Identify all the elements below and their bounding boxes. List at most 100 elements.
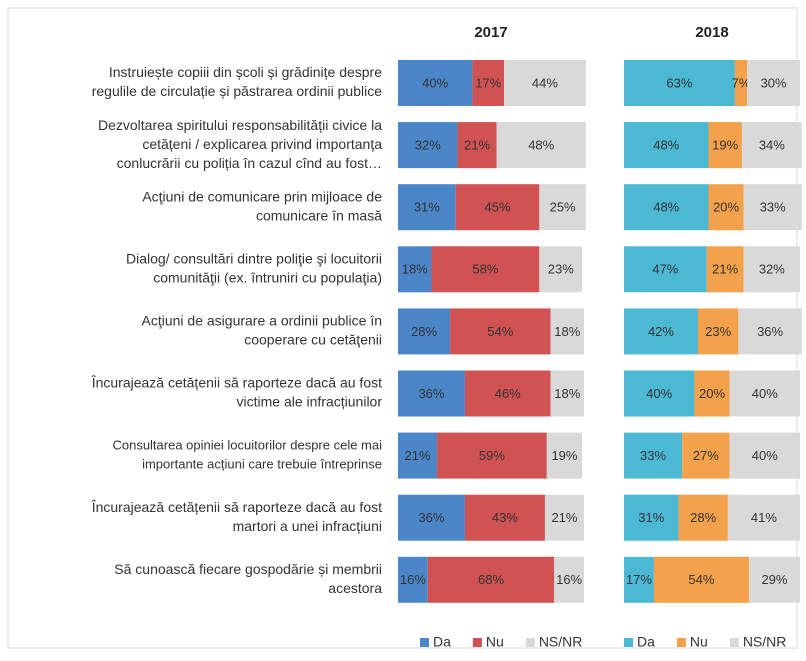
panel-title: 2017 xyxy=(474,24,507,41)
category-label: regulile de circulație și păstrarea ordi… xyxy=(92,83,382,99)
category-label: Acţiuni de asigurare a ordinii publice î… xyxy=(142,313,382,329)
bar-segment xyxy=(398,246,432,293)
value-label: 27% xyxy=(693,448,719,463)
category-label: Încurajează cetățenii să raporteze dacă … xyxy=(91,375,382,391)
bar-segment xyxy=(504,60,586,106)
category-label: acestora xyxy=(328,580,382,596)
bar-segment xyxy=(398,556,428,603)
value-label: 59% xyxy=(479,448,505,463)
bar-segment xyxy=(694,370,730,417)
bar-segment xyxy=(748,556,800,603)
bar-segment xyxy=(624,60,735,106)
bar-segment xyxy=(624,246,707,293)
value-label: 19% xyxy=(551,448,577,463)
legend-swatch xyxy=(525,638,535,647)
value-label: 32% xyxy=(759,262,785,277)
value-label: 36% xyxy=(418,386,444,401)
category-label: Să cunoască fiecare gospodărie și membri… xyxy=(114,561,382,577)
bar-segment xyxy=(437,432,547,479)
bar-segment xyxy=(706,246,744,293)
value-label: 40% xyxy=(646,386,672,401)
value-label: 46% xyxy=(495,386,521,401)
bar-segment xyxy=(431,246,540,293)
value-label: 29% xyxy=(761,572,787,587)
category-label: conlucrării cu poliția în cazul cînd au … xyxy=(117,155,382,171)
legend-label: Nu xyxy=(690,634,708,650)
value-label: 42% xyxy=(648,324,674,339)
value-label: 31% xyxy=(638,510,664,525)
value-label: 44% xyxy=(532,75,558,90)
value-label: 54% xyxy=(487,324,513,339)
value-label: 16% xyxy=(400,572,426,587)
legend-swatch xyxy=(420,638,429,647)
value-label: 23% xyxy=(705,324,731,339)
value-label: 40% xyxy=(752,386,778,401)
legend-swatch xyxy=(676,638,686,647)
bar-segment xyxy=(450,308,551,355)
panel-title: 2018 xyxy=(695,24,728,41)
value-label: 18% xyxy=(402,262,428,277)
bar-segment xyxy=(708,122,742,169)
bar-segment xyxy=(727,494,800,541)
legend-label: Da xyxy=(433,634,451,650)
bar-segment xyxy=(398,494,465,541)
value-label: 20% xyxy=(699,386,725,401)
category-label: cooperare cu cetăţenii xyxy=(244,332,382,348)
legend-label: Nu xyxy=(486,634,504,650)
value-label: 18% xyxy=(554,386,580,401)
value-label: 19% xyxy=(712,138,738,153)
category-label: importante acțiuni care trebuie întrepri… xyxy=(142,457,382,472)
bar-segment xyxy=(398,60,473,106)
value-label: 54% xyxy=(688,572,714,587)
category-label: Acţiuni de comunicare prin mijloace de xyxy=(142,188,382,204)
bar-segment xyxy=(747,60,800,106)
value-label: 21% xyxy=(712,262,738,277)
bar-segment xyxy=(734,60,748,106)
value-label: 31% xyxy=(414,200,440,215)
bar-segment xyxy=(729,432,800,479)
value-label: 17% xyxy=(475,75,501,90)
legend-swatch xyxy=(624,638,633,647)
bar-segment xyxy=(624,556,654,603)
value-label: 20% xyxy=(713,200,739,215)
bar-segment xyxy=(457,122,497,169)
category-label: comunicare în masă xyxy=(256,207,382,223)
value-label: 18% xyxy=(554,324,580,339)
legend-swatch xyxy=(472,638,482,647)
bar-segment xyxy=(427,556,555,603)
value-label: 28% xyxy=(690,510,716,525)
bar-segment xyxy=(678,494,728,541)
bar-segment xyxy=(455,184,540,231)
bar-segment xyxy=(398,370,465,417)
value-label: 23% xyxy=(548,262,574,277)
bar-segment xyxy=(398,184,456,231)
bar-segment xyxy=(697,308,739,355)
legend-label: NS/NR xyxy=(743,634,787,650)
value-label: 33% xyxy=(760,200,786,215)
value-label: 36% xyxy=(418,510,444,525)
category-label: comunităţii (ex. întruniri cu populaţia) xyxy=(153,270,382,286)
value-label: 21% xyxy=(551,510,577,525)
value-label: 43% xyxy=(492,510,518,525)
bar-segment xyxy=(464,370,551,417)
bar-segment xyxy=(544,494,584,541)
category-label: cetățeni / explicarea privind importanța xyxy=(142,136,382,152)
bar-segment xyxy=(729,370,800,417)
bar-segment xyxy=(464,494,545,541)
value-label: 32% xyxy=(415,138,441,153)
category-label: Instruiește copiii din școli și grădiniț… xyxy=(109,64,382,80)
bar-segment xyxy=(743,184,802,231)
bar-segment xyxy=(398,122,458,169)
value-label: 63% xyxy=(666,75,692,90)
bar-segment xyxy=(398,308,451,355)
bar-segment xyxy=(539,184,586,231)
bar-segment xyxy=(624,308,698,355)
value-label: 48% xyxy=(528,138,554,153)
bar-segment xyxy=(539,246,583,293)
category-label: Încurajează cetățenii să raporteze dacă … xyxy=(91,499,382,515)
bar-segment xyxy=(738,308,802,355)
value-label: 45% xyxy=(484,200,510,215)
bar-segment xyxy=(554,556,584,603)
bar-segment xyxy=(682,432,730,479)
